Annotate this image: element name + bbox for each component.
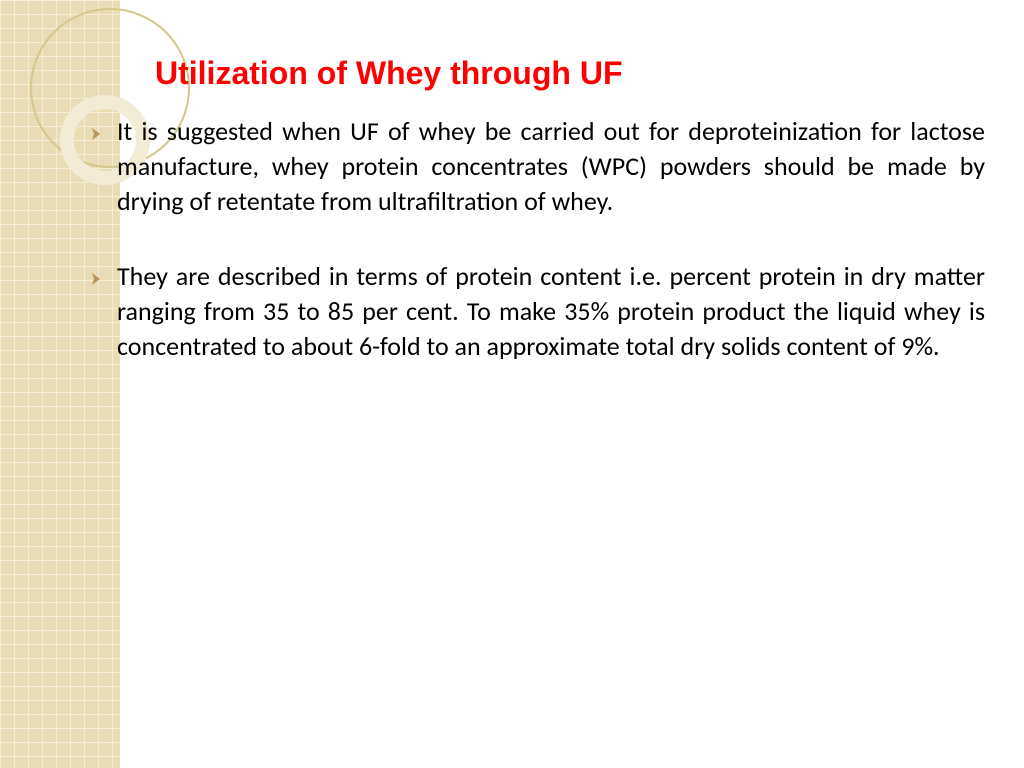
bullet-list: It is suggested when UF of whey be carri… (95, 114, 985, 365)
bullet-text: They are described in terms of protein c… (117, 260, 985, 362)
bullet-text: It is suggested when UF of whey be carri… (117, 115, 985, 217)
slide-title: Utilization of Whey through UF (155, 55, 985, 92)
slide-content: Utilization of Whey through UF It is sug… (95, 55, 985, 405)
list-item: It is suggested when UF of whey be carri… (95, 114, 985, 219)
list-item: They are described in terms of protein c… (95, 259, 985, 364)
